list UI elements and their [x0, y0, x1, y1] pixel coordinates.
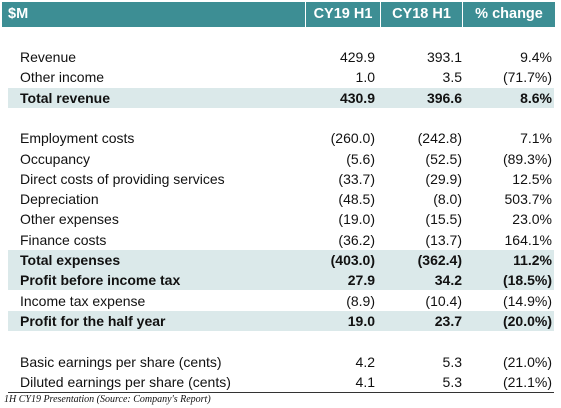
row-label: Total expenses [20, 252, 121, 268]
row-value: (8.9) [346, 292, 375, 309]
row-value: (15.5) [425, 211, 462, 228]
header-cell: CY18 H1 [381, 2, 462, 27]
row-value: 430.9 [339, 89, 375, 106]
table-row: Profit before income tax 27.9 34.2 (18.5%) [8, 270, 554, 291]
row-value: (71.7%) [502, 69, 552, 86]
row-value: (89.3%) [502, 150, 552, 167]
row-value: (48.5) [338, 191, 375, 208]
row-label: Total revenue [20, 89, 110, 106]
row-value: (36.2) [338, 231, 375, 248]
row-value: (242.8) [417, 130, 462, 147]
row-value: 5.3 [442, 353, 462, 370]
row-value: (14.9%) [502, 292, 552, 309]
row-value: (18.5%) [502, 272, 552, 289]
row-label: Occupancy [20, 150, 91, 167]
table-row: Basic earnings per share (cents) 4.2 5.3 (2… [8, 352, 554, 372]
row-value: 11.2% [513, 252, 552, 268]
row-value: (52.5) [425, 150, 462, 167]
row-label: Employment costs [20, 130, 135, 147]
row-value: (20.0%) [502, 312, 552, 329]
row-label: Other income [20, 69, 105, 86]
row-value: (13.7) [425, 231, 462, 248]
table-row: Profit for the half year 19.0 23.7 (20.0%) [8, 310, 554, 331]
table-row: Total revenue 430.9 396.6 8.6% [8, 87, 554, 108]
row-value: 5.3 [442, 373, 462, 390]
table-row: Revenue 429.9 393.1 9.4% [8, 47, 554, 67]
table-row: Depreciation (48.5) (8.0) 503.7% [8, 189, 554, 209]
row-value: (5.6) [346, 150, 375, 167]
row-value: (8.0) [433, 191, 462, 208]
row-label: Income tax expense [20, 292, 146, 309]
row-value: (29.9) [425, 170, 462, 187]
header-cell: CY19 H1 [306, 2, 380, 27]
row-value: (260.0) [330, 130, 375, 147]
table-row: Other expenses (19.0) (15.5) 23.0% [8, 209, 554, 229]
row-label: Diluted earnings per share (cents) [20, 373, 231, 390]
row-value: 7.1% [520, 130, 552, 147]
row-value: (33.7) [338, 170, 375, 187]
row-value: 12.5% [512, 170, 552, 187]
row-value: 9.4% [520, 49, 552, 65]
row-value: 8.6% [520, 89, 552, 106]
row-label: Profit before income tax [20, 272, 181, 289]
table-row: Total expenses (403.0) (362.4) 11.2% [8, 250, 554, 270]
table-row: Direct costs of providing services (33.7)… [8, 169, 554, 189]
table-row: Employment costs (260.0) (242.8) 7.1% [8, 128, 554, 148]
row-value: 27.9 [347, 272, 375, 289]
table-row: Income tax expense (8.9) (10.4) (14.9%) [8, 291, 554, 311]
row-value: (403.0) [330, 252, 375, 268]
row-value: 396.6 [426, 89, 462, 106]
row-value: 393.1 [426, 49, 462, 65]
row-label: Other expenses [20, 211, 119, 228]
row-label: Depreciation [20, 191, 99, 208]
row-value: 4.2 [355, 353, 375, 370]
table-row: Occupancy (5.6) (52.5) (89.3%) [8, 149, 554, 169]
row-value: 34.2 [434, 272, 462, 289]
row-value: 429.9 [339, 49, 375, 65]
row-value: (362.4) [417, 252, 462, 268]
caption: 1H CY19 Presentation (Source: Company's … [4, 394, 211, 405]
row-value: (21.0%) [502, 353, 552, 370]
row-value: 4.1 [355, 373, 375, 390]
row-value: 1.0 [355, 69, 375, 86]
row-value: (21.1%) [502, 373, 552, 390]
row-label: Basic earnings per share (cents) [20, 353, 222, 370]
row-value: 23.7 [434, 312, 462, 329]
table-row: Other income 1.0 3.5 (71.7%) [8, 67, 554, 87]
row-value: 23.0% [512, 211, 552, 228]
row-value: 3.5 [442, 69, 462, 86]
table-row: Finance costs (36.2) (13.7) 164.1% [8, 230, 554, 250]
header-cell: $M [2, 2, 305, 27]
row-value: 503.7% [504, 191, 552, 208]
bottom-rule [8, 392, 554, 394]
row-value: (19.0) [338, 211, 375, 228]
row-value: 164.1% [504, 231, 552, 248]
row-label: Finance costs [20, 231, 107, 248]
row-value: (10.4) [425, 292, 462, 309]
row-value: 19.0 [347, 312, 375, 329]
row-label: Direct costs of providing services [20, 170, 225, 187]
row-label: Profit for the half year [20, 312, 166, 329]
row-label: Revenue [20, 49, 77, 65]
table-row: Diluted earnings per share (cents) 4.1 5.3… [8, 372, 554, 392]
header-cell: % change [463, 2, 555, 27]
